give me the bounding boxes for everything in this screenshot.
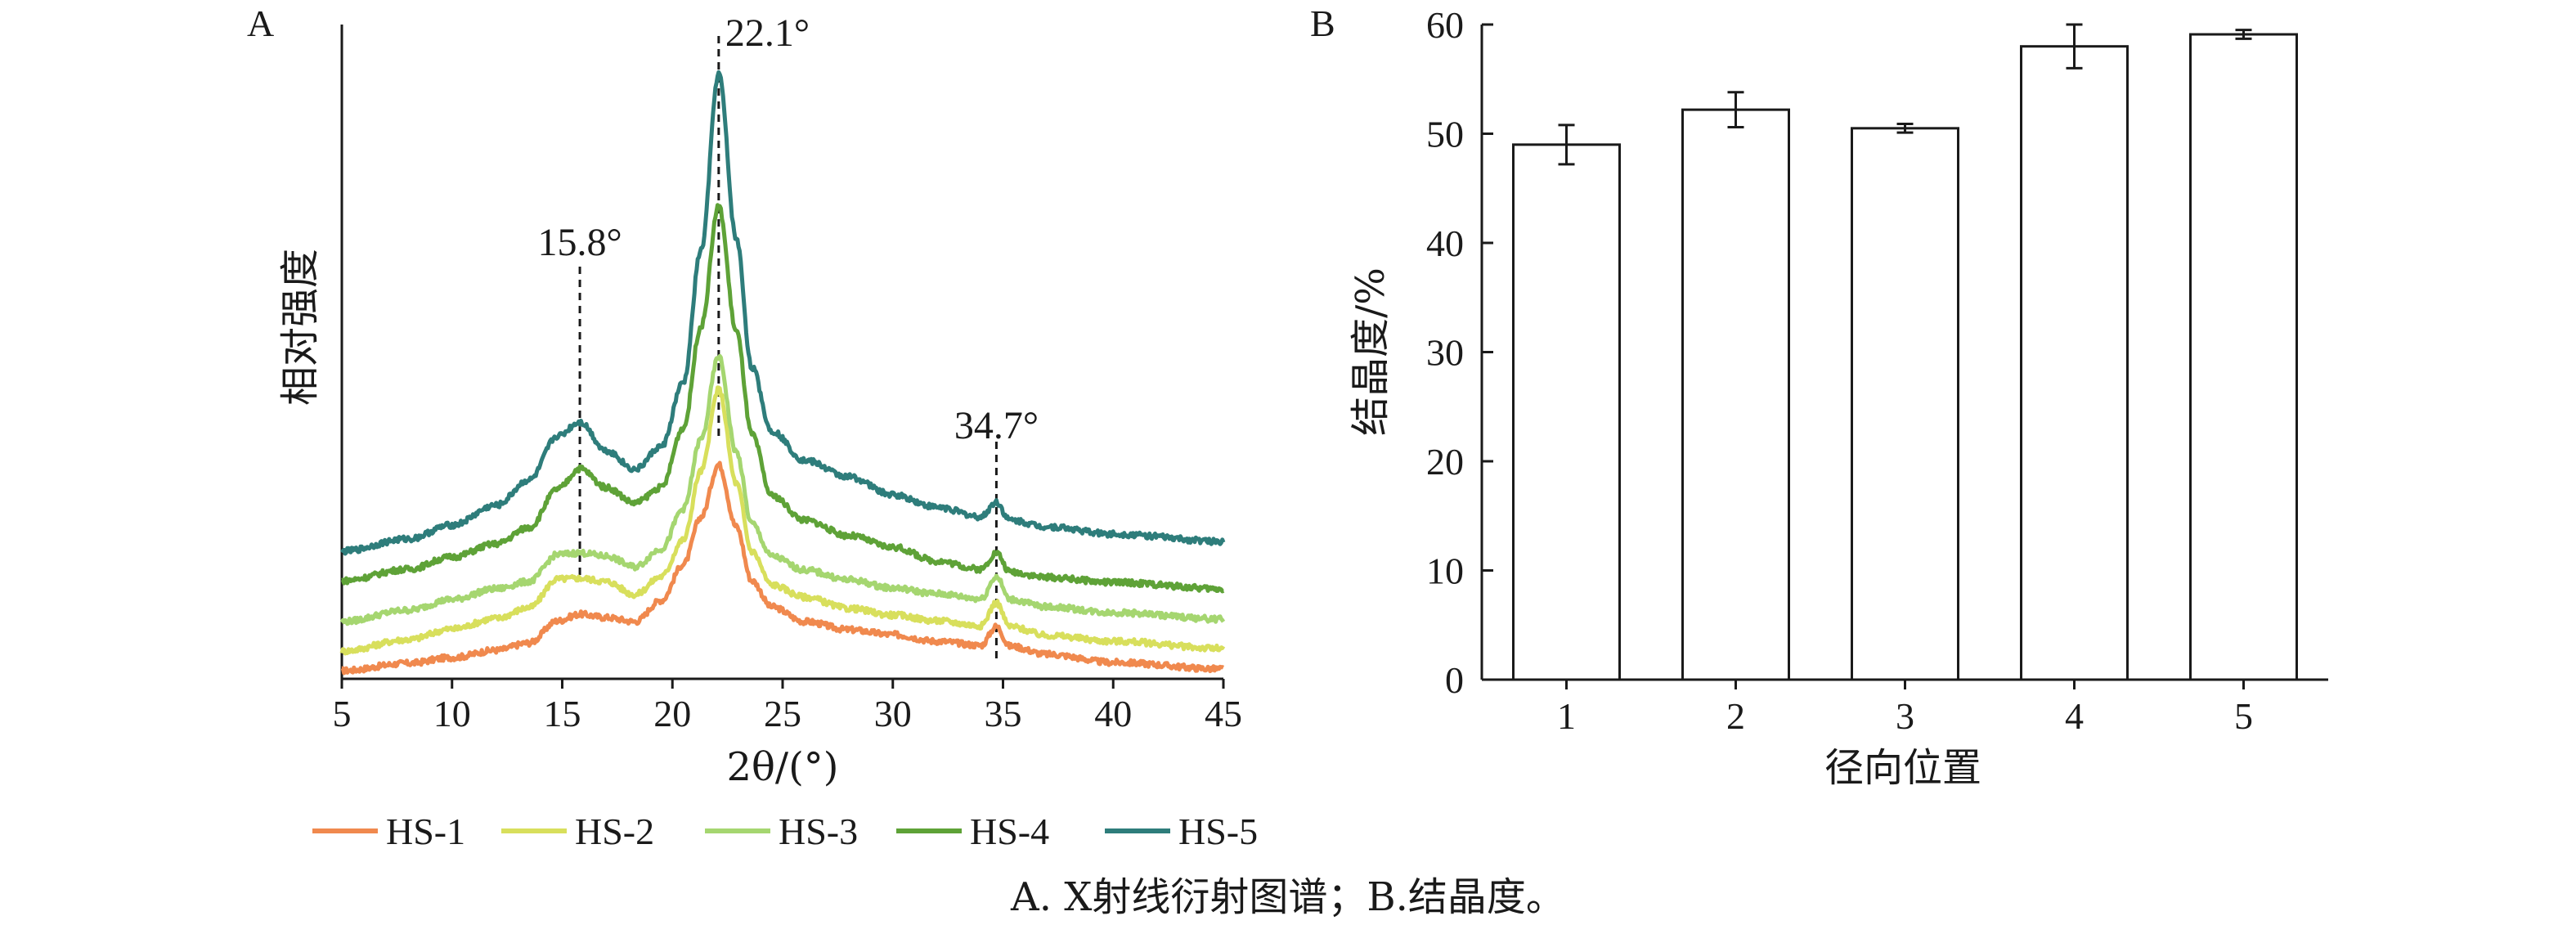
bar-y-ticks: 0 10 20 30 40 50 60 (1426, 4, 1493, 701)
xrd-chart: A 5 10 15 20 25 30 35 40 45 15.8° 22.1° 34.7° 相对强度… (247, 2, 1258, 852)
bar-x-axis-title: 径向位置 (1824, 745, 1981, 791)
peak-label: 34.7° (954, 404, 1039, 447)
bar-x-ticks: 1 2 3 4 5 (1557, 680, 2253, 737)
xrd-y-axis-title: 相对强度 (277, 249, 323, 406)
xrd-line-hs-5 (339, 70, 1226, 556)
xrd-x-tick-label: 40 (1094, 693, 1132, 734)
legend-label: HS-4 (970, 810, 1049, 852)
xrd-x-tick-label: 20 (653, 693, 691, 734)
legend-label: HS-5 (1178, 810, 1258, 852)
peak-label: 15.8° (537, 221, 622, 264)
xrd-x-tick-label: 35 (985, 693, 1022, 734)
bar-y-tick-label: 30 (1426, 332, 1464, 374)
bar-series (1512, 23, 2298, 681)
xrd-line-hs-4 (340, 203, 1225, 594)
xrd-x-tick-label: 15 (544, 693, 581, 734)
xrd-line-hs-3 (339, 353, 1226, 626)
xrd-x-axis-title: 2θ/(°) (726, 744, 838, 790)
xrd-series-lines (339, 70, 1226, 676)
bar-y-tick-label: 20 (1426, 441, 1464, 483)
bar-x-tick-label: 4 (2065, 695, 2084, 737)
xrd-line-hs-2 (339, 385, 1226, 656)
xrd-line-hs-1 (340, 460, 1225, 676)
legend-label: HS-1 (386, 810, 465, 852)
bar-y-tick-label: 0 (1445, 659, 1464, 701)
legend-label: HS-2 (575, 810, 654, 852)
xrd-x-tick-label: 45 (1205, 693, 1242, 734)
xrd-peak-markers: 15.8° 22.1° 34.7° (537, 11, 1039, 659)
bar-3 (1851, 127, 1959, 681)
legend-label: HS-3 (779, 810, 858, 852)
xrd-x-tick-label: 25 (764, 693, 801, 734)
xrd-x-tick-label: 5 (333, 693, 352, 734)
bar-x-tick-label: 2 (1726, 695, 1745, 737)
xrd-x-tick-label: 30 (874, 693, 912, 734)
bar-2 (1681, 108, 1790, 681)
bar-y-tick-label: 60 (1426, 4, 1464, 46)
bar-y-axis-title: 结晶度/% (1348, 267, 1393, 436)
bar-y-tick-label: 50 (1426, 114, 1464, 155)
bar-1 (1512, 143, 1621, 681)
xrd-legend: HS-1 HS-2 HS-3 HS-4 HS-5 (312, 810, 1258, 852)
bar-5 (2189, 33, 2298, 681)
bar-4 (2020, 45, 2129, 681)
xrd-x-tick-label: 10 (433, 693, 471, 734)
crystallinity-chart: B 0 10 20 30 40 50 60 1 2 3 4 5 结晶度/% 径向位置 (1310, 2, 2328, 791)
figure-caption: A. X射线衍射图谱；B.结晶度。 (1010, 874, 1565, 920)
peak-label: 22.1° (725, 11, 810, 55)
bar-y-tick-label: 40 (1426, 222, 1464, 264)
bar-x-tick-label: 1 (1557, 695, 1576, 737)
panel-b-letter: B (1310, 2, 1335, 44)
xrd-x-ticks: 5 10 15 20 25 30 35 40 45 (333, 679, 1242, 734)
bar-x-tick-label: 3 (1896, 695, 1914, 737)
bar-y-tick-label: 10 (1426, 550, 1464, 592)
bar-x-tick-label: 5 (2234, 695, 2253, 737)
panel-a-letter: A (247, 2, 274, 44)
